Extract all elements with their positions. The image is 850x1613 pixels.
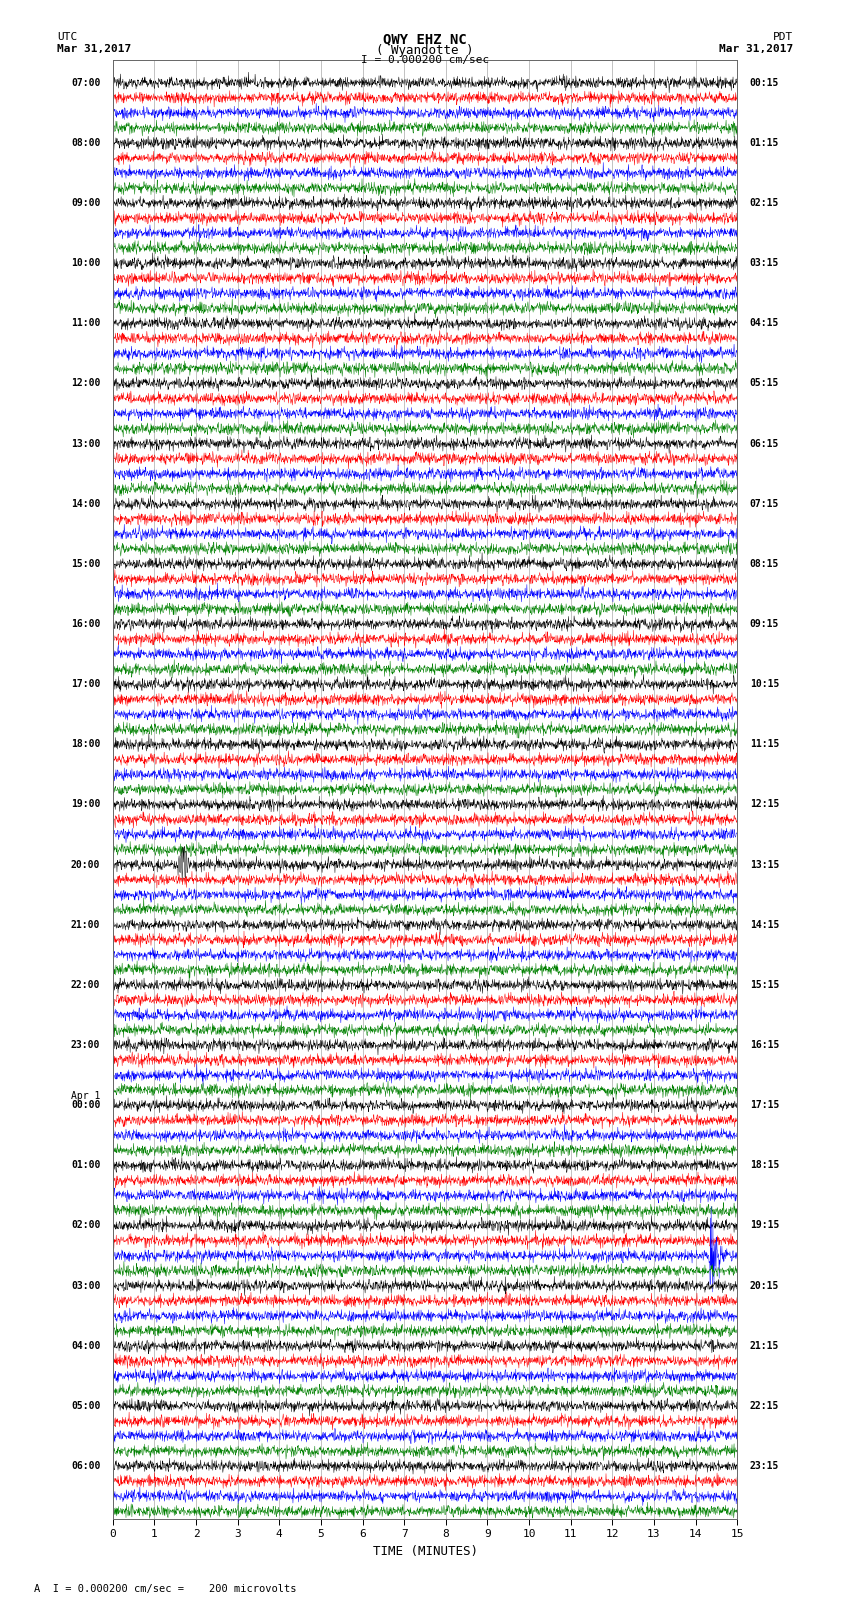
Text: 13:00: 13:00 — [71, 439, 100, 448]
Text: 23:00: 23:00 — [71, 1040, 100, 1050]
Text: 12:15: 12:15 — [750, 800, 779, 810]
Text: 19:00: 19:00 — [71, 800, 100, 810]
Text: Mar 31,2017: Mar 31,2017 — [57, 44, 131, 53]
Text: 18:00: 18:00 — [71, 739, 100, 750]
Text: 02:00: 02:00 — [71, 1221, 100, 1231]
Text: 21:00: 21:00 — [71, 919, 100, 929]
Text: 17:00: 17:00 — [71, 679, 100, 689]
X-axis label: TIME (MINUTES): TIME (MINUTES) — [372, 1545, 478, 1558]
Text: 00:00: 00:00 — [71, 1100, 100, 1110]
Text: 06:00: 06:00 — [71, 1461, 100, 1471]
Text: QWY EHZ NC: QWY EHZ NC — [383, 32, 467, 47]
Text: 08:00: 08:00 — [71, 137, 100, 148]
Text: 10:00: 10:00 — [71, 258, 100, 268]
Text: 20:00: 20:00 — [71, 860, 100, 869]
Text: 21:15: 21:15 — [750, 1340, 779, 1350]
Text: 06:15: 06:15 — [750, 439, 779, 448]
Text: 07:00: 07:00 — [71, 77, 100, 87]
Text: 19:15: 19:15 — [750, 1221, 779, 1231]
Text: 10:15: 10:15 — [750, 679, 779, 689]
Text: Mar 31,2017: Mar 31,2017 — [719, 44, 793, 53]
Text: 12:00: 12:00 — [71, 379, 100, 389]
Text: ( Wyandotte ): ( Wyandotte ) — [377, 44, 473, 56]
Text: 22:00: 22:00 — [71, 981, 100, 990]
Text: UTC: UTC — [57, 32, 77, 42]
Text: 05:15: 05:15 — [750, 379, 779, 389]
Text: PDT: PDT — [773, 32, 793, 42]
Text: 16:00: 16:00 — [71, 619, 100, 629]
Text: 17:15: 17:15 — [750, 1100, 779, 1110]
Text: 15:15: 15:15 — [750, 981, 779, 990]
Text: 09:00: 09:00 — [71, 198, 100, 208]
Text: 14:00: 14:00 — [71, 498, 100, 508]
Text: Apr 1: Apr 1 — [71, 1090, 100, 1100]
Text: 02:15: 02:15 — [750, 198, 779, 208]
Text: 05:00: 05:00 — [71, 1402, 100, 1411]
Text: 22:15: 22:15 — [750, 1402, 779, 1411]
Text: I = 0.000200 cm/sec: I = 0.000200 cm/sec — [361, 55, 489, 65]
Text: 07:15: 07:15 — [750, 498, 779, 508]
Text: 00:15: 00:15 — [750, 77, 779, 87]
Text: 04:15: 04:15 — [750, 318, 779, 329]
Text: 08:15: 08:15 — [750, 558, 779, 569]
Text: 16:15: 16:15 — [750, 1040, 779, 1050]
Text: 11:15: 11:15 — [750, 739, 779, 750]
Text: 01:00: 01:00 — [71, 1160, 100, 1171]
Text: 18:15: 18:15 — [750, 1160, 779, 1171]
Text: 15:00: 15:00 — [71, 558, 100, 569]
Text: 03:15: 03:15 — [750, 258, 779, 268]
Text: 13:15: 13:15 — [750, 860, 779, 869]
Text: 09:15: 09:15 — [750, 619, 779, 629]
Text: 01:15: 01:15 — [750, 137, 779, 148]
Text: A  I = 0.000200 cm/sec =    200 microvolts: A I = 0.000200 cm/sec = 200 microvolts — [34, 1584, 297, 1594]
Text: 03:00: 03:00 — [71, 1281, 100, 1290]
Text: 04:00: 04:00 — [71, 1340, 100, 1350]
Text: 23:15: 23:15 — [750, 1461, 779, 1471]
Text: 11:00: 11:00 — [71, 318, 100, 329]
Text: 14:15: 14:15 — [750, 919, 779, 929]
Text: 20:15: 20:15 — [750, 1281, 779, 1290]
